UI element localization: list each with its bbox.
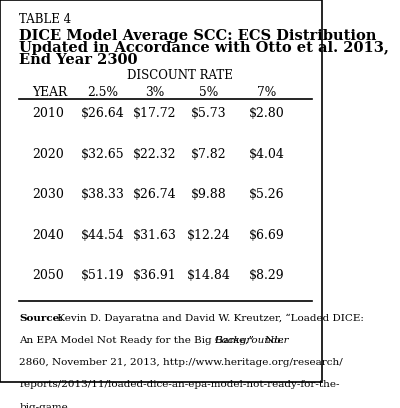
Text: reports/2013/11/loaded-dice-an-epa-model-not-ready-for-the-: reports/2013/11/loaded-dice-an-epa-model… bbox=[19, 380, 340, 390]
Text: 2040: 2040 bbox=[32, 228, 64, 242]
FancyBboxPatch shape bbox=[0, 0, 322, 382]
Text: YEAR: YEAR bbox=[32, 86, 67, 99]
Text: $4.04: $4.04 bbox=[249, 148, 285, 161]
Text: big-game.: big-game. bbox=[19, 403, 71, 408]
Text: 2030: 2030 bbox=[32, 188, 64, 201]
Text: 2020: 2020 bbox=[32, 148, 64, 161]
Text: $12.24: $12.24 bbox=[187, 228, 231, 242]
Text: DISCOUNT RATE: DISCOUNT RATE bbox=[127, 69, 233, 82]
Text: $6.69: $6.69 bbox=[249, 228, 285, 242]
Text: $36.91: $36.91 bbox=[132, 269, 176, 282]
Text: Backgrounder: Backgrounder bbox=[214, 336, 289, 345]
Text: $14.84: $14.84 bbox=[187, 269, 231, 282]
Text: $9.88: $9.88 bbox=[191, 188, 227, 201]
Text: $51.19: $51.19 bbox=[81, 269, 125, 282]
Text: 2860, November 21, 2013, http://www.heritage.org/research/: 2860, November 21, 2013, http://www.heri… bbox=[19, 358, 343, 367]
Text: 3%: 3% bbox=[145, 86, 164, 99]
Text: 5%: 5% bbox=[199, 86, 219, 99]
Text: $22.32: $22.32 bbox=[132, 148, 176, 161]
Text: 2.5%: 2.5% bbox=[87, 86, 118, 99]
Text: No.: No. bbox=[262, 336, 284, 345]
Text: $8.29: $8.29 bbox=[249, 269, 285, 282]
Text: $31.63: $31.63 bbox=[132, 228, 176, 242]
Text: $7.82: $7.82 bbox=[191, 148, 227, 161]
Text: $5.73: $5.73 bbox=[191, 107, 227, 120]
Text: $2.80: $2.80 bbox=[249, 107, 285, 120]
Text: $38.33: $38.33 bbox=[81, 188, 125, 201]
Text: $26.64: $26.64 bbox=[81, 107, 125, 120]
Text: $32.65: $32.65 bbox=[81, 148, 125, 161]
Text: $44.54: $44.54 bbox=[81, 228, 125, 242]
Text: End Year 2300: End Year 2300 bbox=[19, 53, 138, 67]
Text: $26.74: $26.74 bbox=[132, 188, 176, 201]
Text: $5.26: $5.26 bbox=[249, 188, 285, 201]
Text: Kevin D. Dayaratna and David W. Kreutzer, “Loaded DICE:: Kevin D. Dayaratna and David W. Kreutzer… bbox=[54, 314, 364, 323]
Text: An EPA Model Not Ready for the Big Game,”: An EPA Model Not Ready for the Big Game,… bbox=[19, 336, 258, 345]
Text: 2010: 2010 bbox=[32, 107, 64, 120]
Text: 2050: 2050 bbox=[32, 269, 64, 282]
Text: $17.72: $17.72 bbox=[132, 107, 176, 120]
Text: DICE Model Average SCC: ECS Distribution: DICE Model Average SCC: ECS Distribution bbox=[19, 29, 377, 43]
Text: TABLE 4: TABLE 4 bbox=[19, 13, 72, 27]
Text: 7%: 7% bbox=[257, 86, 276, 99]
Text: Updated in Accordance with Otto et al. 2013,: Updated in Accordance with Otto et al. 2… bbox=[19, 41, 389, 55]
Text: Source:: Source: bbox=[19, 314, 64, 323]
